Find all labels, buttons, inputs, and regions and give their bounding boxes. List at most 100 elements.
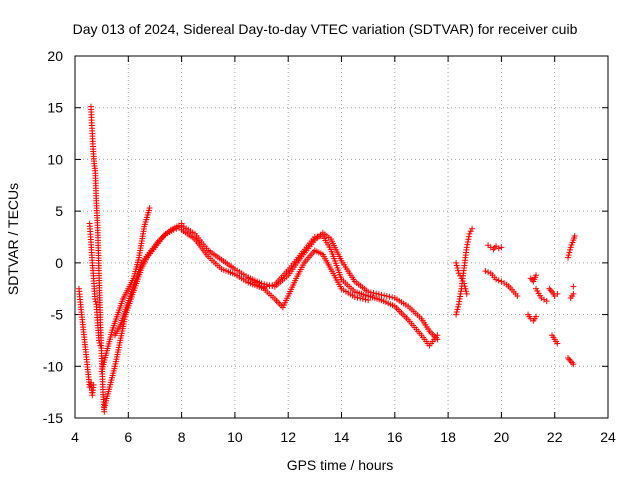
data-point	[146, 205, 153, 212]
x-tick-label: 12	[280, 429, 296, 445]
data-point	[565, 355, 572, 362]
y-axis-title: SDTVAR / TECUs	[5, 183, 21, 295]
data-point	[95, 337, 102, 344]
data-point	[454, 306, 461, 313]
data-point	[498, 278, 505, 285]
data-point	[389, 294, 396, 301]
data-point	[458, 275, 465, 282]
data-point	[91, 296, 98, 303]
axis-ticks: 4 6 8 10 12 14 16 18 20 22 24 -15 -10 -5 0 5 10 15 20	[43, 48, 616, 445]
data-point	[454, 265, 461, 272]
data-point	[566, 249, 573, 256]
data-point	[434, 332, 441, 339]
data-point	[359, 295, 366, 302]
data-markers	[75, 103, 578, 415]
data-point	[465, 236, 472, 243]
data-point	[375, 291, 382, 298]
data-point	[457, 272, 464, 279]
data-point	[357, 295, 364, 302]
x-tick-label: 6	[124, 429, 132, 445]
x-tick-label: 22	[547, 429, 563, 445]
data-point	[453, 262, 460, 269]
data-point	[541, 296, 548, 303]
data-point	[373, 290, 380, 297]
data-point	[567, 358, 574, 365]
x-tick-label: 16	[387, 429, 403, 445]
data-point	[565, 254, 572, 261]
data-point	[570, 361, 577, 368]
data-point	[455, 270, 462, 277]
data-point	[554, 340, 561, 347]
data-point	[173, 225, 180, 232]
data-point	[567, 246, 574, 253]
data-point	[514, 292, 521, 299]
data-point	[455, 303, 462, 310]
data-point	[495, 245, 502, 252]
data-point	[533, 272, 540, 279]
data-point	[463, 290, 470, 297]
y-tick-label: 0	[55, 255, 63, 271]
data-point	[461, 280, 468, 287]
data-point	[362, 296, 369, 303]
data-point	[546, 285, 553, 292]
data-point	[90, 381, 97, 388]
y-tick-label: 20	[47, 48, 63, 64]
data-point	[461, 283, 468, 290]
data-point	[482, 268, 489, 275]
x-tick-label: 4	[71, 429, 79, 445]
data-point	[469, 225, 476, 232]
data-point	[378, 291, 385, 298]
y-tick-label: -10	[43, 358, 63, 374]
data-point	[386, 293, 393, 300]
x-tick-label: 14	[334, 429, 350, 445]
chart-title: Day 013 of 2024, Sidereal Day-to-day VTE…	[73, 21, 578, 37]
data-point	[354, 294, 361, 301]
data-point	[453, 259, 460, 266]
data-point	[269, 282, 276, 289]
data-point	[97, 342, 104, 349]
data-point	[263, 283, 270, 290]
data-point	[370, 290, 377, 297]
data-point	[495, 277, 502, 284]
data-point	[533, 313, 540, 320]
data-point	[463, 288, 470, 295]
data-point	[365, 297, 372, 304]
data-point	[485, 269, 492, 276]
x-tick-label: 24	[600, 429, 616, 445]
data-point	[465, 233, 472, 240]
data-point	[493, 276, 500, 283]
x-tick-label: 8	[178, 429, 186, 445]
y-tick-label: -5	[51, 307, 64, 323]
data-point	[566, 356, 573, 363]
data-point	[491, 244, 498, 251]
data-point	[463, 244, 470, 251]
x-tick-label: 18	[440, 429, 456, 445]
data-point	[351, 293, 358, 300]
data-point	[453, 308, 460, 315]
y-tick-label: -15	[43, 410, 63, 426]
data-point	[466, 230, 473, 237]
data-point	[170, 226, 177, 233]
x-tick-label: 10	[227, 429, 243, 445]
data-point	[459, 277, 466, 284]
y-tick-label: 10	[47, 151, 63, 167]
x-axis-title: GPS time / hours	[287, 457, 394, 473]
y-tick-label: 5	[55, 203, 63, 219]
data-point	[501, 280, 508, 287]
data-point	[570, 283, 577, 290]
data-point	[543, 298, 550, 305]
data-point	[381, 292, 388, 299]
y-tick-label: 15	[47, 100, 63, 116]
data-point	[547, 287, 554, 294]
data-point	[453, 311, 460, 318]
data-point	[498, 244, 505, 251]
data-point	[92, 298, 99, 305]
grid-lines	[75, 56, 608, 418]
x-tick-label: 20	[494, 429, 510, 445]
data-point	[554, 290, 561, 297]
data-point	[464, 241, 471, 248]
data-point	[571, 232, 578, 239]
data-point	[569, 359, 576, 366]
data-point	[462, 285, 469, 292]
